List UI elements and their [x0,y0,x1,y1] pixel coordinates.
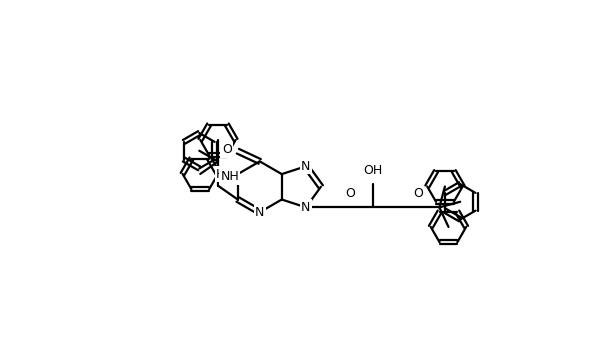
Text: N: N [301,201,311,214]
Text: HN: HN [216,168,235,181]
Text: NH: NH [220,170,239,183]
Text: N: N [255,206,265,219]
Text: O: O [413,187,422,200]
Text: N: N [301,160,311,173]
Text: OH: OH [364,164,383,177]
Text: O: O [222,143,232,156]
Text: O: O [346,187,355,200]
